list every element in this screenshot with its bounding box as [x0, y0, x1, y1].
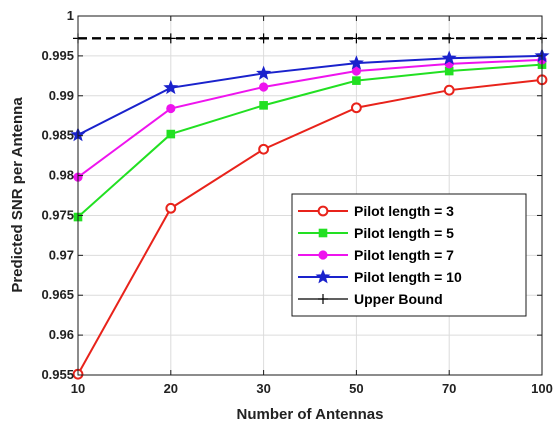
series-line-0: [77, 78, 543, 375]
y-tick-label: 1: [67, 8, 74, 23]
legend: Pilot length = 3 Pilot length = 5 Pilot le…: [291, 193, 527, 317]
data-point-0-4: [443, 84, 455, 96]
data-point-4-2: [258, 33, 269, 44]
legend-marker-2: [318, 250, 328, 260]
x-axis-label: Number of Antennas: [237, 406, 384, 423]
series-line-2: [77, 58, 543, 178]
legend-marker-1: [318, 228, 328, 238]
y-tick-label: 0.975: [41, 207, 74, 222]
data-point-3-4: [441, 50, 457, 65]
series-line-3: [77, 54, 543, 136]
x-tick-label: 100: [531, 381, 553, 396]
data-point-1-1: [166, 129, 176, 139]
data-point-1-2: [259, 101, 268, 110]
legend-label: Pilot length = 3: [354, 203, 454, 219]
y-tick-label: 0.955: [41, 367, 74, 382]
legend-marker-4: [318, 294, 328, 304]
y-tick-label: 0.985: [41, 128, 74, 143]
legend-label: Upper Bound: [354, 291, 443, 307]
data-point-0-2: [258, 143, 270, 155]
x-tick-label: 10: [71, 381, 85, 396]
legend-label: Pilot length = 7: [354, 247, 454, 263]
series-layer: [70, 33, 550, 380]
data-point-0-3: [351, 102, 362, 114]
data-point-3-1: [163, 79, 179, 95]
x-tick-label: 50: [349, 381, 363, 396]
legend-marker-3: [315, 269, 331, 284]
y-tick-label: 0.97: [49, 247, 74, 262]
data-point-2-3: [351, 66, 361, 76]
x-tick-label: 70: [442, 381, 456, 396]
y-tick-label: 0.96: [49, 327, 74, 342]
ticks: 10 20 30 50 70 100 0.955 0.96 0.965 0.97 0.975 0.98…: [41, 8, 552, 396]
series-line-1: [77, 63, 543, 218]
data-point-0-1: [165, 202, 177, 214]
y-axis-label: Predicted SNR per Antenna: [9, 97, 26, 293]
y-tick-label: 0.965: [41, 287, 74, 302]
y-tick-label: 0.98: [49, 168, 74, 183]
x-tick-label: 20: [164, 381, 178, 396]
data-point-4-3: [351, 33, 362, 44]
data-point-3-2: [256, 65, 272, 80]
legend-label: Pilot length = 10: [354, 269, 462, 285]
data-point-3-3: [348, 55, 364, 70]
data-point-4-1: [165, 33, 176, 44]
data-point-2-1: [166, 103, 176, 114]
data-point-1-3: [352, 76, 361, 85]
y-tick-label: 0.995: [41, 48, 74, 63]
series-0: [72, 74, 548, 380]
y-tick-label: 0.99: [49, 88, 74, 103]
legend-marker-0: [317, 205, 329, 217]
data-point-2-2: [259, 82, 269, 92]
legend-label: Pilot length = 5: [354, 225, 454, 241]
plot-frame: [77, 15, 543, 376]
data-point-4-4: [444, 33, 455, 44]
x-tick-label: 30: [256, 381, 270, 396]
